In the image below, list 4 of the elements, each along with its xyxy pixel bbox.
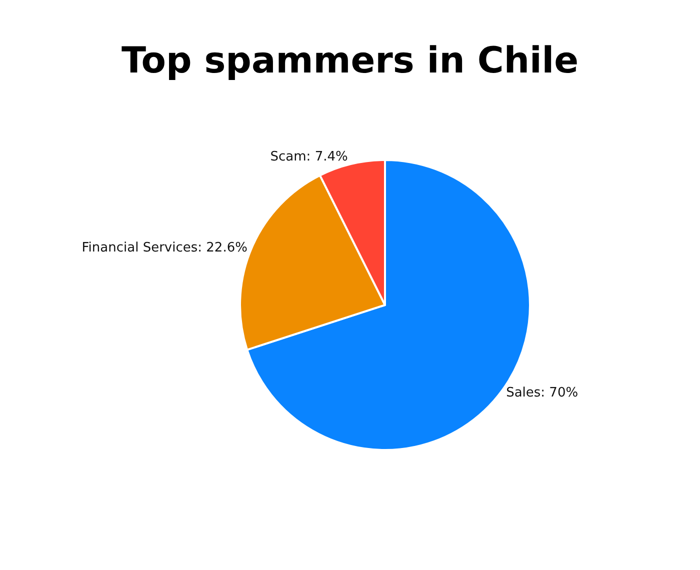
slice-label: Sales: 70% [506, 385, 578, 400]
slice-label: Financial Services: 22.6% [82, 240, 248, 256]
slice-label: Scam: 7.4% [270, 149, 348, 164]
chart-title: Top spammers in Chile [121, 40, 579, 82]
